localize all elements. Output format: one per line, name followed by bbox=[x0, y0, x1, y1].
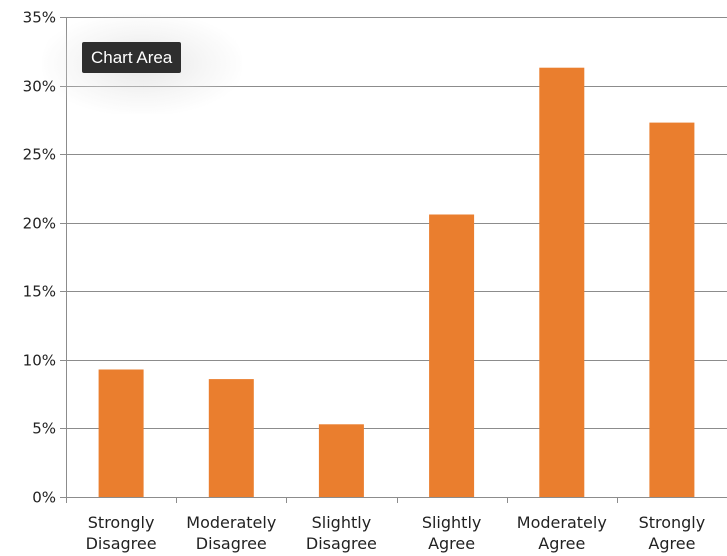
y-tick-label-10: 10% bbox=[23, 352, 56, 370]
tick-labels: 0%5%10%15%20%25%30%35%Strongly DisagreeMo… bbox=[23, 9, 706, 554]
y-tick-label-0: 0% bbox=[32, 489, 56, 507]
x-tick-label-1: Moderately Disagree bbox=[186, 513, 276, 553]
y-tick-label-15: 15% bbox=[23, 283, 56, 301]
bar-4 bbox=[539, 67, 585, 497]
bar-1 bbox=[208, 379, 254, 497]
x-tick-label-3: Slightly Agree bbox=[422, 513, 482, 553]
x-tick-label-0: Strongly Disagree bbox=[86, 513, 157, 553]
y-tick-label-25: 25% bbox=[23, 146, 56, 164]
bar-0 bbox=[98, 369, 144, 497]
y-tick-label-5: 5% bbox=[32, 420, 56, 438]
bar-5 bbox=[649, 122, 695, 497]
bar-3 bbox=[429, 214, 475, 497]
bar-2 bbox=[318, 424, 364, 497]
x-tick-label-4: Moderately Agree bbox=[517, 513, 607, 553]
chart-area-tooltip: Chart Area bbox=[82, 42, 182, 73]
bars bbox=[98, 67, 695, 497]
y-tick-label-20: 20% bbox=[23, 215, 56, 233]
x-tick-label-2: Slightly Disagree bbox=[306, 513, 377, 553]
y-tick-label-35: 35% bbox=[23, 9, 56, 27]
x-tick-label-5: Strongly Agree bbox=[639, 513, 706, 553]
